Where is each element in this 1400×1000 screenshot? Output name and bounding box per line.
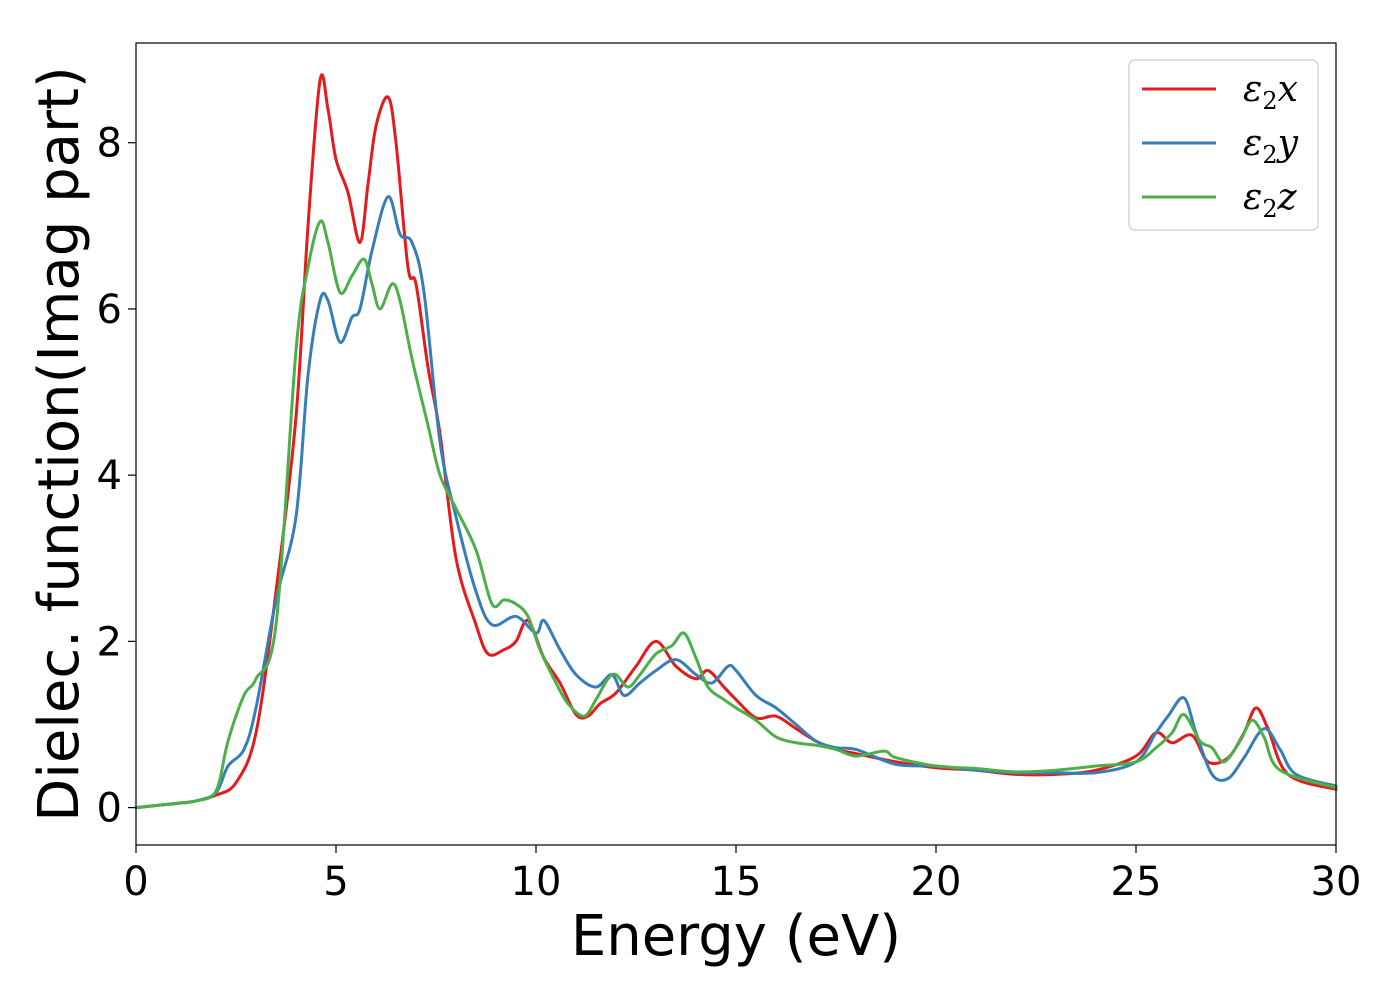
y-tick-label: 0 [97, 786, 122, 832]
series-layer [134, 73, 1338, 810]
series-line-z [134, 219, 1338, 810]
x-tick-label: 15 [711, 859, 762, 905]
legend-label-variable: y [1276, 123, 1299, 164]
legend-box [1128, 59, 1319, 231]
x-tick-label: 0 [123, 859, 148, 905]
x-tick-label: 25 [1111, 859, 1162, 905]
x-tick-label: 5 [323, 859, 348, 905]
y-tick-label: 6 [97, 287, 122, 333]
x-axis-ticks: 0 5 10 15 20 25 30 [123, 845, 1361, 905]
legend-label-base: ε [1243, 177, 1262, 218]
legend-label-variable: x [1278, 69, 1298, 110]
legend-label-base: ε [1243, 123, 1262, 164]
y-tick-label: 2 [97, 619, 122, 665]
legend-label-variable: z [1277, 177, 1298, 218]
legend-label-y: ε2y [1243, 123, 1299, 169]
legend-label-subscript: 2 [1262, 87, 1277, 115]
legend-label-subscript: 2 [1262, 141, 1277, 169]
legend-label-z: ε2z [1243, 177, 1298, 223]
y-axis-ticks: 0 2 4 6 8 [97, 121, 136, 832]
legend-label-base: ε [1243, 69, 1262, 110]
y-tick-label: 4 [97, 453, 122, 499]
x-tick-label: 10 [511, 859, 562, 905]
x-tick-label: 30 [1311, 859, 1362, 905]
y-tick-label: 8 [97, 121, 122, 167]
legend-label-x: ε2x [1243, 69, 1298, 115]
legend-label-subscript: 2 [1262, 195, 1277, 223]
y-axis-title: Dielec. function(Imag part) [27, 66, 92, 822]
x-tick-label: 20 [911, 859, 962, 905]
x-axis-title: Energy (eV) [571, 904, 901, 969]
